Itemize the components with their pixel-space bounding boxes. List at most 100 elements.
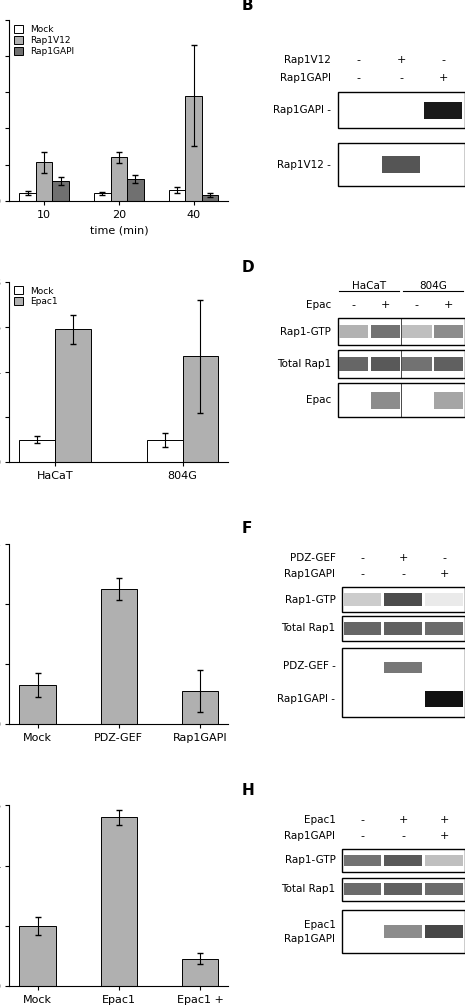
- X-axis label: time (min): time (min): [90, 225, 148, 235]
- Bar: [100, 818, 137, 986]
- Text: -: -: [415, 301, 419, 310]
- Bar: [402, 325, 431, 338]
- Bar: [344, 622, 381, 635]
- Text: Rap1-GTP: Rap1-GTP: [280, 327, 331, 337]
- Bar: [425, 854, 463, 866]
- Text: -: -: [352, 301, 356, 310]
- Bar: [337, 383, 465, 417]
- Bar: [182, 691, 219, 724]
- Text: Total Rap1: Total Rap1: [282, 624, 336, 634]
- Text: +: +: [399, 815, 408, 825]
- Text: Rap1GAPI: Rap1GAPI: [284, 569, 336, 579]
- Text: H: H: [241, 783, 254, 798]
- Bar: [344, 883, 381, 895]
- Bar: [337, 318, 465, 345]
- Bar: [425, 622, 463, 635]
- Bar: [342, 586, 465, 613]
- Bar: [110, 157, 127, 200]
- Text: Rap1GAPI: Rap1GAPI: [280, 72, 331, 82]
- Bar: [434, 357, 463, 371]
- Bar: [182, 356, 219, 463]
- Bar: [425, 691, 463, 707]
- Text: Total Rap1: Total Rap1: [277, 359, 331, 369]
- Text: Rap1-GTP: Rap1-GTP: [284, 595, 336, 605]
- Bar: [36, 162, 52, 200]
- Text: +: +: [438, 72, 448, 82]
- Text: +: +: [381, 301, 390, 310]
- Text: 804G: 804G: [419, 281, 447, 291]
- Bar: [147, 440, 182, 463]
- Bar: [342, 616, 465, 641]
- Text: +: +: [439, 569, 449, 579]
- Bar: [185, 96, 202, 200]
- Text: +: +: [444, 301, 453, 310]
- Bar: [425, 883, 463, 895]
- Bar: [384, 926, 422, 939]
- Text: HaCaT: HaCaT: [352, 281, 386, 291]
- Bar: [55, 329, 91, 463]
- Bar: [424, 103, 463, 119]
- Bar: [127, 179, 144, 200]
- Text: Rap1V12 -: Rap1V12 -: [277, 160, 331, 170]
- Text: -: -: [441, 55, 446, 64]
- Bar: [434, 391, 463, 408]
- Text: Rap1-GTP: Rap1-GTP: [284, 855, 336, 865]
- Bar: [337, 350, 465, 377]
- Bar: [342, 849, 465, 872]
- Text: +: +: [439, 831, 449, 841]
- Bar: [344, 594, 381, 606]
- Text: PDZ-GEF -: PDZ-GEF -: [283, 661, 336, 671]
- Bar: [425, 594, 463, 606]
- Text: +: +: [396, 55, 406, 64]
- Text: Epac: Epac: [306, 395, 331, 405]
- Text: Epac1: Epac1: [303, 919, 336, 930]
- Bar: [337, 143, 465, 186]
- Bar: [382, 156, 420, 173]
- Text: Rap1GAPI: Rap1GAPI: [284, 831, 336, 841]
- Text: -: -: [360, 553, 365, 563]
- Text: PDZ-GEF: PDZ-GEF: [290, 553, 336, 563]
- Bar: [169, 190, 185, 200]
- Text: F: F: [241, 521, 252, 536]
- Text: B: B: [241, 0, 253, 13]
- Bar: [202, 195, 219, 200]
- Bar: [342, 648, 465, 717]
- Text: Rap1GAPI: Rap1GAPI: [284, 934, 336, 944]
- Bar: [402, 357, 431, 371]
- Bar: [182, 959, 219, 986]
- Bar: [94, 193, 110, 200]
- Bar: [384, 594, 422, 606]
- Text: -: -: [442, 553, 446, 563]
- Text: -: -: [360, 569, 365, 579]
- Bar: [371, 325, 400, 338]
- Bar: [384, 662, 422, 673]
- Text: -: -: [357, 55, 361, 64]
- Text: Rap1V12: Rap1V12: [284, 55, 331, 64]
- Legend: Mock, Epac1: Mock, Epac1: [14, 287, 58, 307]
- Bar: [19, 193, 36, 200]
- Bar: [384, 883, 422, 895]
- Text: Rap1GAPI -: Rap1GAPI -: [273, 106, 331, 116]
- Bar: [19, 926, 56, 986]
- Bar: [425, 926, 463, 939]
- Bar: [100, 589, 137, 724]
- Text: -: -: [401, 569, 405, 579]
- Bar: [342, 877, 465, 901]
- Text: Epac: Epac: [306, 301, 331, 310]
- Bar: [339, 325, 368, 338]
- Text: -: -: [399, 72, 403, 82]
- Text: +: +: [439, 815, 449, 825]
- Text: -: -: [401, 831, 405, 841]
- Bar: [339, 357, 368, 371]
- Text: -: -: [360, 815, 365, 825]
- Bar: [344, 854, 381, 866]
- Bar: [337, 93, 465, 129]
- Bar: [52, 181, 69, 200]
- Text: D: D: [241, 260, 254, 275]
- Text: Epac1: Epac1: [303, 815, 336, 825]
- Text: -: -: [357, 72, 361, 82]
- Text: Total Rap1: Total Rap1: [282, 884, 336, 894]
- Text: -: -: [360, 831, 365, 841]
- Bar: [384, 854, 422, 866]
- Bar: [19, 440, 55, 463]
